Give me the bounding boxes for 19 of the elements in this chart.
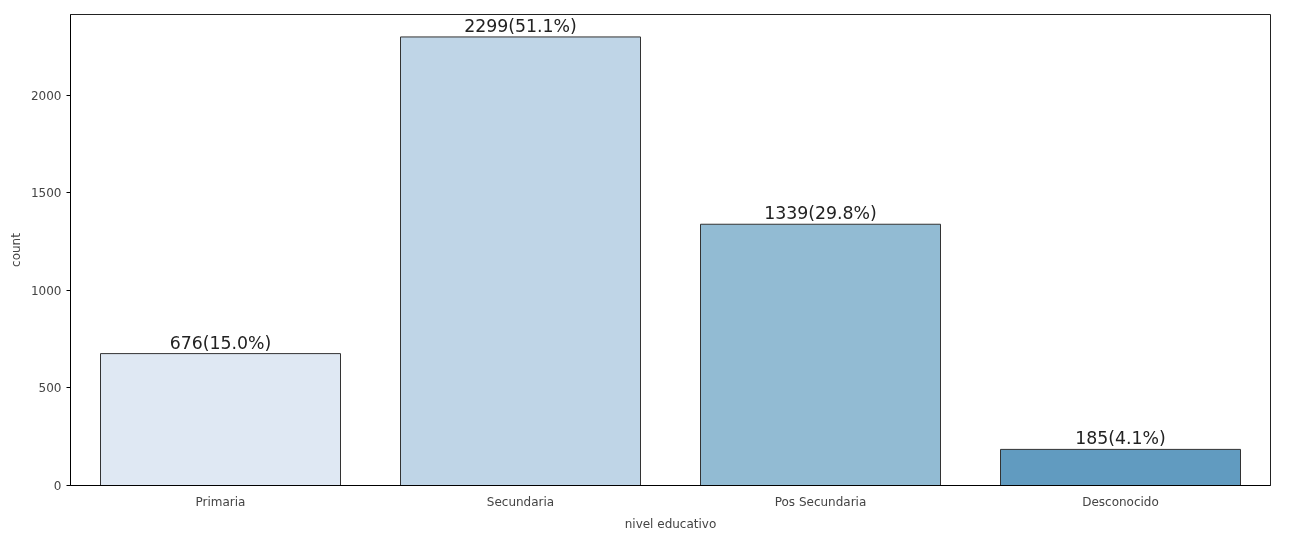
x-tick-label: Pos Secundaria bbox=[774, 494, 867, 509]
data-label: 2299(51.1%) bbox=[464, 15, 577, 36]
data-label: 185(4.1%) bbox=[1075, 428, 1166, 449]
y-tick-label: 500 bbox=[38, 381, 62, 396]
y-tick-label: 1500 bbox=[30, 186, 62, 201]
x-tick-label: Secundaria bbox=[486, 494, 555, 509]
y-tick-label: 2000 bbox=[30, 88, 62, 103]
y-tick-label: 0 bbox=[53, 479, 62, 493]
y-axis-title: count bbox=[8, 232, 23, 267]
data-label: 1339(29.8%) bbox=[764, 203, 877, 224]
x-tick-label: Primaria bbox=[195, 494, 246, 509]
bar bbox=[100, 353, 341, 486]
bar bbox=[400, 36, 641, 486]
x-tick-label: Desconocido bbox=[1082, 494, 1159, 509]
x-axis-title: nivel educativo bbox=[624, 516, 717, 531]
y-tick-label: 1000 bbox=[30, 283, 62, 298]
bar bbox=[1000, 448, 1241, 486]
data-label: 676(15.0%) bbox=[169, 332, 272, 353]
bar bbox=[700, 223, 941, 486]
